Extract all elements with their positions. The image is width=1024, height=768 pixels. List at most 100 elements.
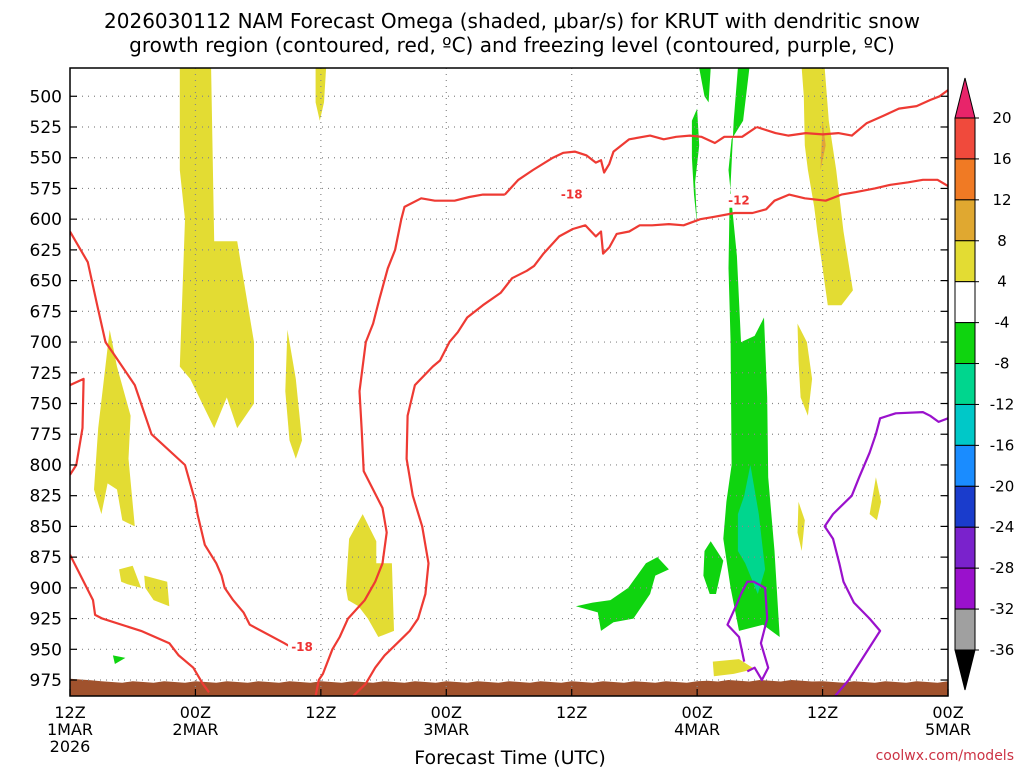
contour-line-purple_contour-7 (726, 580, 770, 682)
colorbar-label: 4 (997, 273, 1007, 291)
y-tick-label: 725 (30, 364, 62, 384)
x-tick-label-date: 4MAR (674, 720, 720, 739)
ground-layer (70, 678, 948, 696)
omega-region-yellow-0 (179, 68, 254, 429)
y-tick-label: 825 (30, 487, 62, 507)
y-tick-label: 750 (30, 395, 62, 415)
contour-line-purple_contour-8 (823, 411, 948, 696)
colorbar-swatch (954, 526, 976, 569)
credit-text: coolwx.com/models (876, 748, 1014, 764)
contour-label-bg (288, 639, 317, 654)
grid-layer (70, 68, 948, 696)
x-axis-title: Forecast Time (UTC) (414, 747, 605, 768)
colorbar-label: 8 (997, 232, 1007, 250)
x-tick-label-date: 1MAR (47, 720, 93, 739)
colorbar-label: -16 (990, 436, 1015, 454)
colorbar: 20 16 12 8 4 -4 -8 -12 -16 -20 -24 -28 -32 -36 (954, 77, 1015, 691)
colorbar-swatch (954, 567, 976, 610)
colorbar-swatch (954, 281, 976, 324)
colorbar-swatch (954, 158, 976, 201)
y-tick-label: 625 (30, 241, 62, 261)
omega-region-yellow-1 (315, 68, 327, 121)
omega-region-teal-16 (737, 465, 766, 594)
omega-region-yellow-4 (119, 565, 142, 588)
colorbar-label: 16 (992, 150, 1011, 168)
x-tick-label-time: 12Z (54, 703, 85, 722)
omega-region-yellow-11 (797, 501, 805, 551)
omega-region-orange_tint-9 (820, 120, 826, 170)
contour-label: -18 (561, 188, 583, 202)
colorbar-label: -8 (995, 355, 1010, 373)
y-tick-label: 925 (30, 610, 62, 630)
colorbar-swatch (954, 403, 976, 446)
omega-region-yellow-3 (285, 329, 302, 459)
y-tick-label: 875 (30, 548, 62, 568)
colorbar-swatch (954, 444, 976, 487)
omega-region-green-15 (723, 68, 780, 637)
colorbar-swatch (954, 199, 976, 242)
omega-region-yellow-12 (869, 477, 882, 521)
y-tick-label: 775 (30, 425, 62, 445)
contour-label: -18 (291, 640, 313, 654)
y-tick-label: 550 (30, 149, 62, 169)
contour-label-bg (724, 193, 753, 208)
y-tick-label: 975 (30, 671, 62, 691)
contour-line-red_contour-6 (352, 178, 948, 696)
colorbar-swatch (954, 322, 976, 365)
omega-region-yellow-2 (94, 329, 135, 527)
chart-title-line-2: growth region (contoured, red, ºC) and f… (129, 33, 895, 57)
y-tick-label: 800 (30, 456, 62, 476)
contour-layer (70, 89, 948, 696)
x-tick-label-time: 12Z (807, 703, 838, 722)
colorbar-top-arrow (954, 77, 976, 119)
x-tick-label-date: 3MAR (423, 720, 469, 739)
omega-region-green-14 (691, 108, 700, 226)
x-tick-label-date: 2MAR (172, 720, 218, 739)
y-tick-label: 500 (30, 87, 62, 107)
x-tick-label-time: 00Z (431, 703, 462, 722)
x-tick-label-date: 5MAR (925, 720, 971, 739)
colorbar-label: -36 (990, 641, 1015, 659)
colorbar-swatch (954, 363, 976, 405)
colorbar-label: -28 (990, 559, 1015, 577)
colorbar-swatch (954, 240, 976, 283)
contour-label-layer: -18 -18 -12 (288, 187, 753, 654)
x-tick-label-time: 00Z (932, 703, 963, 722)
colorbar-label: -4 (995, 314, 1010, 332)
omega-region-green-18 (575, 557, 669, 631)
colorbar-label: 20 (992, 109, 1011, 127)
omega-region-green-17 (703, 541, 724, 594)
colorbar-swatch (954, 608, 976, 651)
contour-line-red_contour-2 (70, 554, 210, 693)
y-tick-label: 650 (30, 272, 62, 292)
contour-line-red_contour-1 (70, 377, 85, 476)
contour-label-bg (557, 187, 586, 202)
x-tick-label-year: 2026 (50, 737, 91, 756)
x-tick-label-time: 00Z (180, 703, 211, 722)
y-tick-label: 950 (30, 640, 62, 660)
y-tick-label: 675 (30, 302, 62, 322)
contour-line-red_contour-5 (756, 89, 948, 137)
colorbar-bottom-arrow (954, 649, 976, 691)
y-tick-label: 575 (30, 179, 62, 199)
contour-line-red_contour-4 (503, 126, 758, 196)
y-tick-label: 900 (30, 579, 62, 599)
contour-label: -12 (728, 194, 750, 208)
omega-region-green-19 (112, 655, 126, 664)
colorbar-swatch (954, 485, 976, 528)
omega-region-yellow-7 (712, 659, 755, 677)
omega-region-yellow-5 (144, 575, 170, 607)
colorbar-swatch (954, 117, 976, 160)
omega-region-yellow-6 (345, 514, 394, 637)
colorbar-label: -12 (990, 395, 1015, 413)
y-axis: 500 525 550 575 600 625 650 675 700 725 750 775 800 8… (30, 87, 948, 691)
x-tick-label-time: 00Z (681, 703, 712, 722)
colorbar-label: -20 (990, 477, 1015, 495)
y-tick-label: 850 (30, 517, 62, 537)
contour-line-red_contour-3 (314, 193, 505, 696)
y-tick-label: 600 (30, 210, 62, 230)
ground-surface (70, 678, 948, 696)
plot-frame (69, 67, 949, 697)
